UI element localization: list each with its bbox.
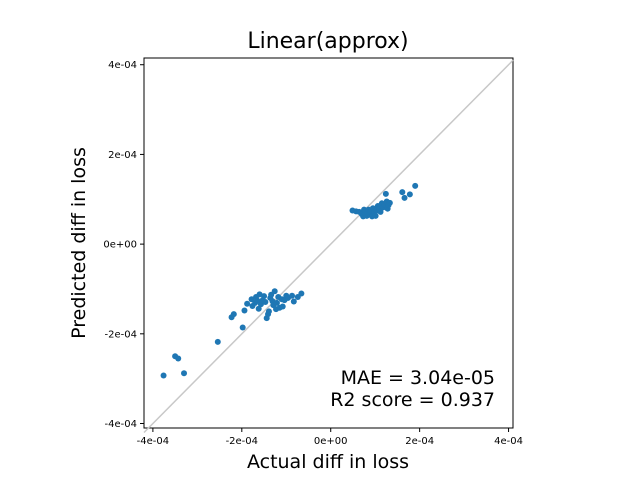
data-point bbox=[160, 372, 167, 379]
x-tick-label: 2e-04 bbox=[405, 436, 434, 447]
y-tick-label: 4e-04 bbox=[108, 60, 137, 71]
data-point bbox=[271, 288, 278, 295]
data-point bbox=[406, 191, 413, 198]
data-point bbox=[289, 292, 296, 299]
scatter-points bbox=[160, 182, 419, 379]
data-point bbox=[261, 293, 268, 300]
data-point bbox=[244, 300, 251, 307]
data-point bbox=[241, 307, 248, 314]
data-point bbox=[255, 305, 262, 312]
data-point bbox=[386, 199, 393, 206]
axes-frame bbox=[143, 57, 514, 429]
data-point bbox=[372, 212, 379, 219]
identity-reference-line bbox=[143, 59, 514, 434]
y-axis-label: Predicted diff in loss bbox=[68, 147, 90, 339]
data-point bbox=[265, 308, 272, 315]
data-point bbox=[382, 190, 389, 197]
chart-title: Linear(approx) bbox=[247, 29, 408, 54]
data-point bbox=[273, 299, 280, 306]
data-point bbox=[401, 194, 408, 201]
y-tick-label: 2e-04 bbox=[108, 150, 137, 161]
y-tick-label: 0e+00 bbox=[103, 240, 137, 251]
data-point bbox=[279, 303, 286, 310]
r2-annotation: R2 score = 0.937 bbox=[330, 389, 495, 411]
data-point bbox=[377, 208, 384, 215]
y-tick-label: -2e-04 bbox=[105, 329, 137, 340]
data-point bbox=[399, 189, 406, 196]
data-point bbox=[230, 311, 237, 318]
data-point bbox=[214, 338, 221, 345]
y-axis-ticks: -4e-04 -2e-04 0e+00 2e-04 4e-04 bbox=[103, 60, 144, 430]
data-point bbox=[298, 290, 305, 297]
x-axis-ticks: -4e-04 -2e-04 0e+00 2e-04 4e-04 bbox=[137, 428, 523, 447]
x-axis-label: Actual diff in loss bbox=[247, 451, 409, 473]
x-tick-label: 0e+00 bbox=[314, 436, 348, 447]
y-tick-label: -4e-04 bbox=[105, 419, 137, 430]
data-point bbox=[181, 370, 188, 377]
data-point bbox=[412, 182, 419, 189]
x-tick-label: -4e-04 bbox=[137, 436, 169, 447]
mae-annotation: MAE = 3.04e-05 bbox=[341, 367, 495, 389]
x-tick-label: -2e-04 bbox=[226, 436, 258, 447]
data-point bbox=[290, 298, 297, 305]
plot-area bbox=[143, 57, 514, 434]
x-tick-label: 4e-04 bbox=[494, 436, 523, 447]
data-point bbox=[175, 355, 182, 362]
data-point bbox=[262, 298, 269, 305]
reference-line-layer bbox=[143, 59, 514, 434]
data-point bbox=[239, 324, 246, 331]
